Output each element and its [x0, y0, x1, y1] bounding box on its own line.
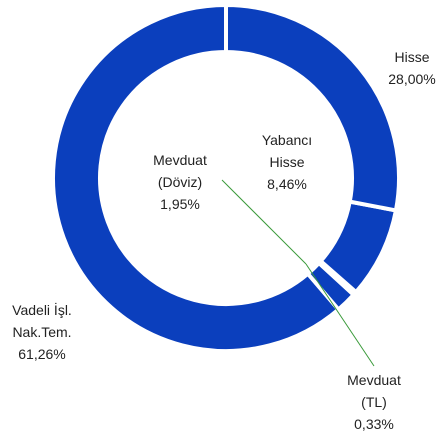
label-name: Hisse: [394, 49, 430, 65]
label-name: Vadeli İşl. Nak.Tem.: [12, 302, 72, 340]
label-value: 61,26%: [18, 346, 66, 362]
label-name: Mevduat (Döviz): [153, 152, 207, 190]
label-value: 8,46%: [267, 176, 307, 192]
data-label: Yabancı Hisse 8,46%: [252, 129, 322, 195]
label-name: Yabancı Hisse: [261, 132, 313, 170]
data-label: Vadeli İşl. Nak.Tem. 61,26%: [0, 299, 84, 365]
leader-line: [305, 263, 375, 367]
donut-segment: [224, 2, 401, 213]
leader-line: [221, 179, 307, 265]
label-value: 1,95%: [160, 196, 200, 212]
label-name: Mevduat (TL): [347, 372, 401, 410]
data-label: Hisse 28,00%: [382, 46, 438, 90]
donut-segment: [317, 199, 399, 295]
data-label: Mevduat (TL) 0,33%: [339, 369, 409, 435]
data-label: Mevduat (Döviz) 1,95%: [145, 149, 215, 215]
label-value: 28,00%: [388, 71, 436, 87]
label-value: 0,33%: [354, 416, 394, 432]
donut-segment: [51, 2, 342, 353]
